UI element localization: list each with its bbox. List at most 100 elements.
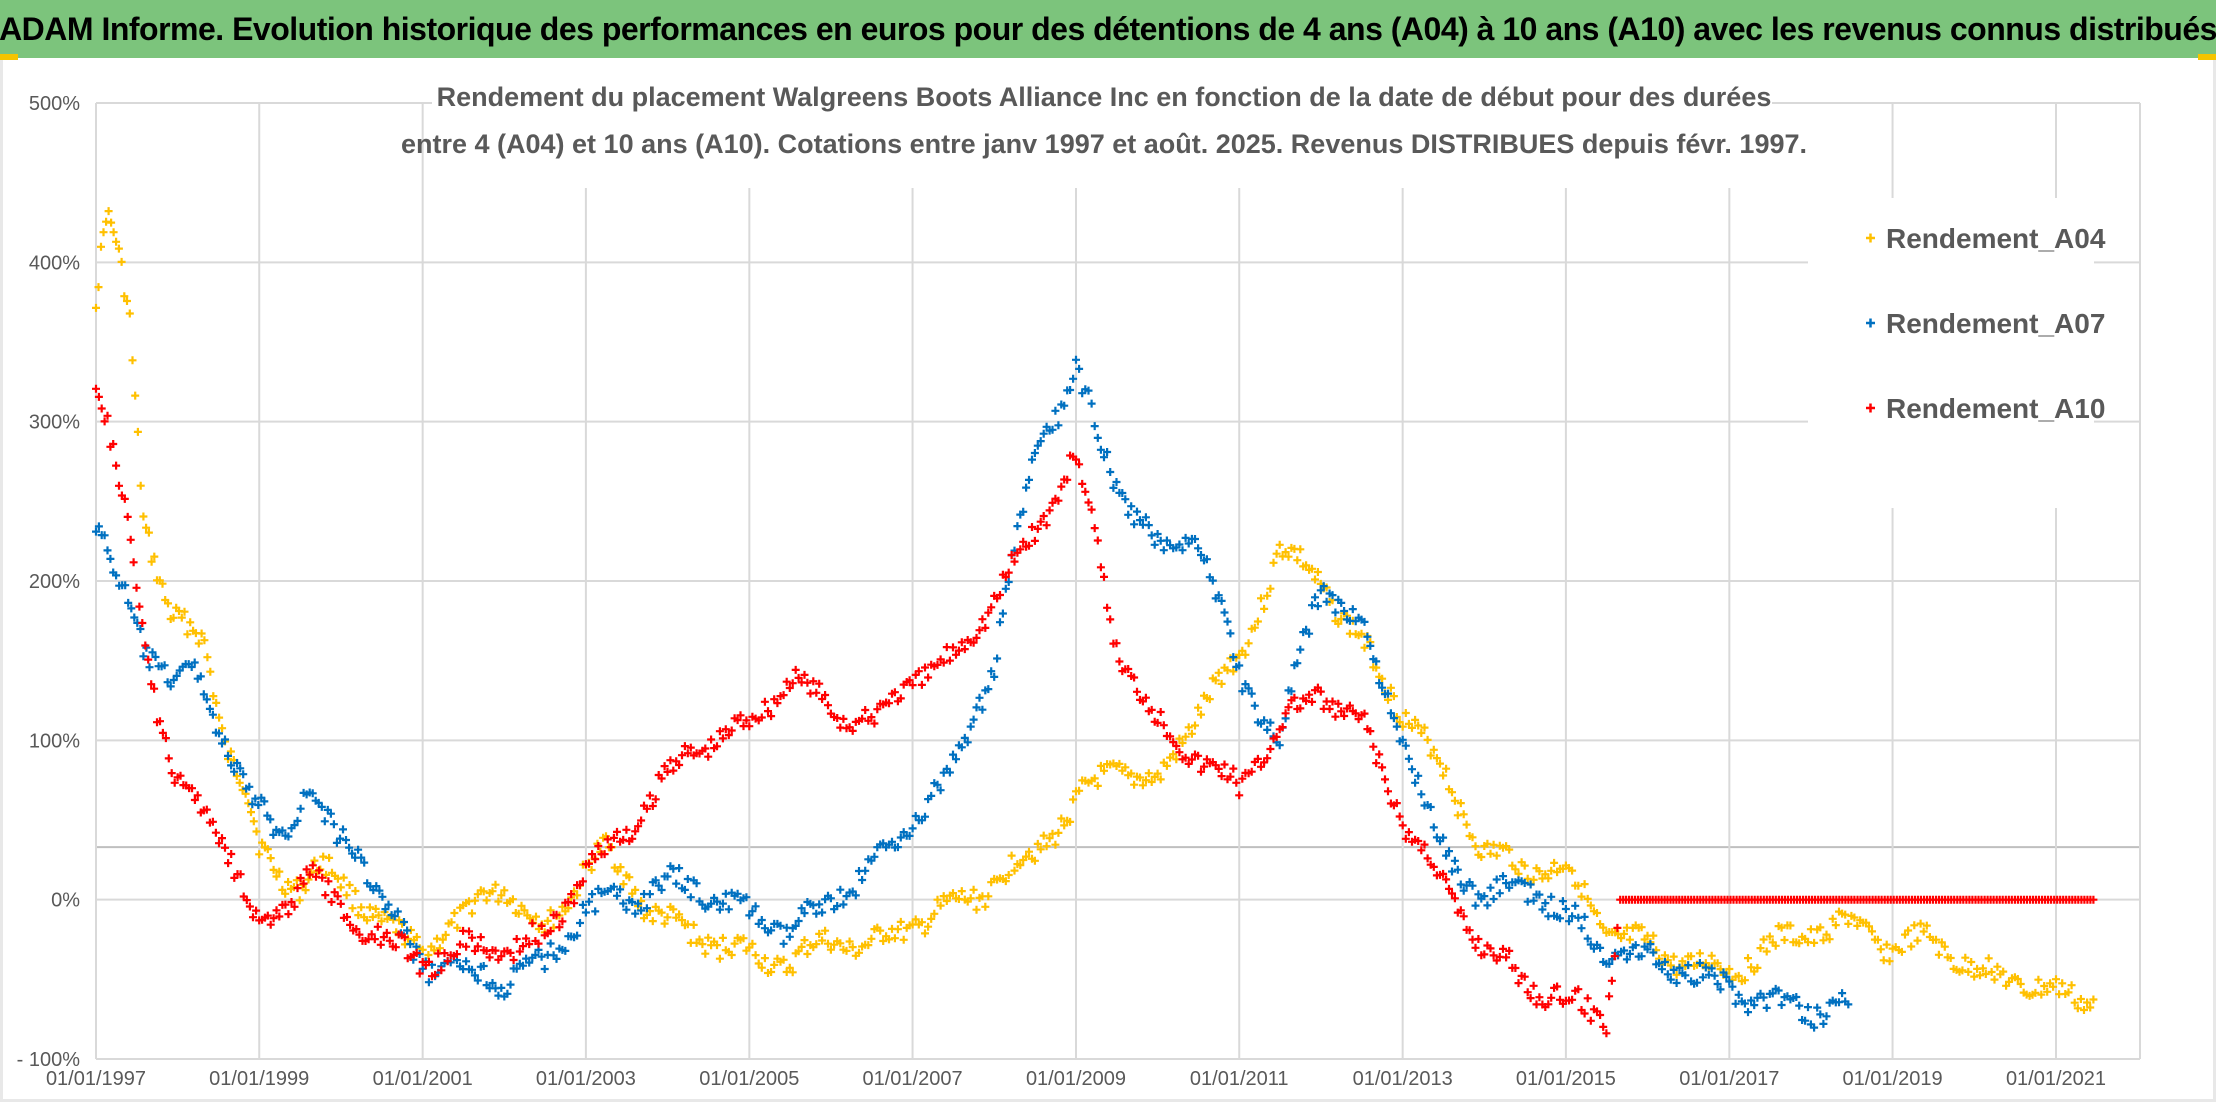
data-point [1296,704,1305,713]
data-point [645,791,654,800]
data-point [845,937,854,946]
data-point [917,680,926,689]
data-point [949,750,957,759]
data-point [305,870,314,879]
data-point [1423,854,1432,863]
data-point [1284,703,1293,712]
data-point [2073,1004,2082,1013]
data-point [1275,741,1284,750]
data-point [567,890,576,899]
data-point [1780,936,1789,944]
data-point [147,680,156,689]
data-point [431,970,440,979]
data-point [576,919,584,927]
y-tick-label: 400% [29,252,80,274]
data-point [537,952,546,961]
data-point [144,655,153,664]
data-point [1660,951,1669,960]
data-point [150,552,159,561]
data-point [519,942,527,951]
data-point [169,676,178,684]
banner-accent-right [2198,54,2216,60]
data-point [1075,460,1084,469]
data-point [1831,921,1840,930]
data-point [354,845,363,854]
data-point [921,663,929,672]
data-point [1266,718,1275,727]
data-point [1658,965,1666,974]
data-point [1404,754,1413,763]
data-point [675,910,684,919]
legend-label: Rendement_A07 [1886,308,2105,339]
data-point [1054,421,1063,430]
data-point [308,861,317,870]
data-point [476,933,485,942]
data-point [642,804,651,813]
data-point [1308,564,1316,573]
x-tick-label: 01/01/2015 [1516,1068,1616,1090]
data-point [1442,851,1451,860]
data-point [1810,1023,1819,1032]
data-point [1583,934,1592,943]
data-point [1411,778,1420,787]
data-point [1141,693,1150,702]
data-point [954,646,963,655]
data-point [911,812,920,820]
data-point [1133,507,1141,516]
data-point [531,951,540,959]
data-point [1958,966,1967,975]
data-point [1184,723,1193,732]
data-point [1247,689,1256,698]
data-point [1620,929,1628,938]
data-point [1025,847,1033,856]
data-point [1774,986,1783,995]
data-point [1420,840,1429,849]
data-point [299,879,308,888]
data-point [1175,540,1184,549]
y-tick-label: - 100% [17,1049,81,1071]
data-point [990,672,999,681]
data-point [818,936,827,945]
data-point [933,660,942,669]
data-point [975,693,984,702]
data-point [1281,548,1290,557]
data-point [996,591,1004,599]
data-point [519,961,527,970]
data-point [879,937,888,945]
data-point [1308,697,1316,706]
data-point [645,890,654,899]
data-point [333,892,342,901]
data-point [1910,921,1919,930]
data-point [785,963,794,972]
data-point [890,934,899,943]
data-point [1423,735,1432,744]
data-point [468,965,476,974]
data-point [969,715,978,724]
data-point [858,876,867,884]
data-point [1395,812,1404,821]
data-point [336,883,345,892]
data-point [1175,734,1184,743]
data-point [773,699,782,708]
data-point [1450,856,1459,865]
data-point [1001,877,1010,886]
data-point [1313,602,1322,611]
data-point [1214,668,1223,677]
data-point [1109,483,1118,492]
data-point [508,895,517,904]
data-point [161,734,170,743]
data-point [812,688,821,697]
x-tick-label: 01/01/2005 [699,1068,799,1090]
data-point [1331,608,1340,617]
data-point [400,918,408,926]
data-point [1897,947,1906,956]
chart-title-line-1: Rendement du placement Walgreens Boots A… [437,82,1772,112]
data-point [373,922,382,931]
scatter-chart: 500%400%300%200%100%0%- 100% 01/01/1997 0… [17,82,2141,1090]
data-point [1263,754,1272,763]
data-point [1541,870,1550,879]
data-point [133,427,142,436]
data-point [1138,781,1147,790]
data-point [1492,851,1501,860]
data-point [302,865,311,874]
